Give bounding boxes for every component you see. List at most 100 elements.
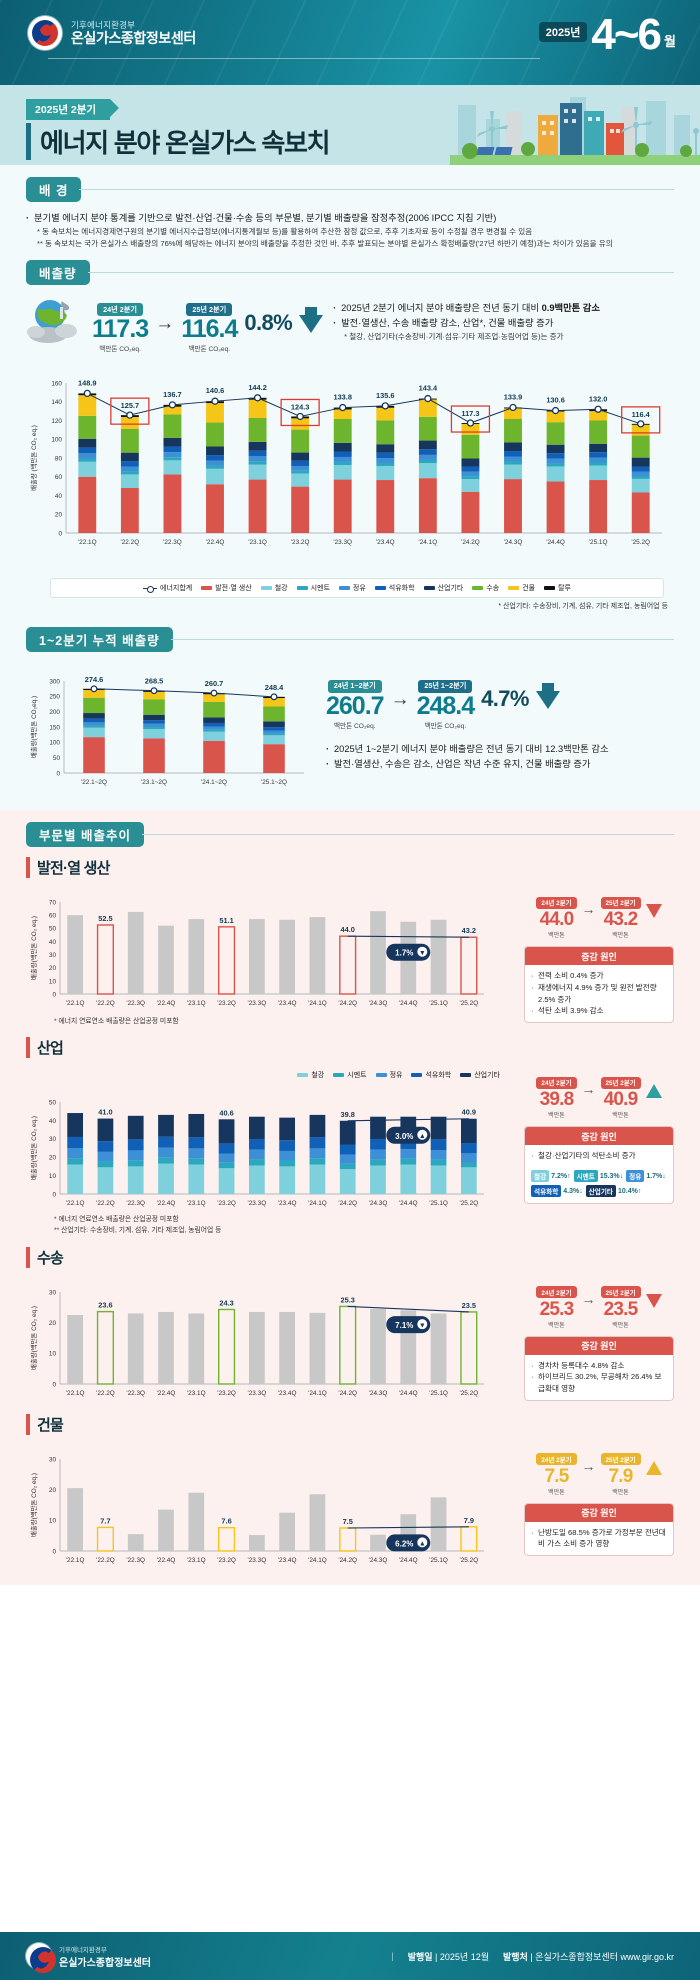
page-header: 기후에너지환경부 온실가스종합정보센터 2025년 4~6 월 [0, 0, 700, 85]
svg-text:23.6: 23.6 [98, 1300, 112, 1309]
svg-text:100: 100 [49, 740, 60, 747]
building-curr-unit: 백만톤 [612, 1489, 629, 1496]
building-curr: 25년 2분기 7.9 백만톤 [600, 1449, 641, 1496]
transport-prev-badge: 24년 2분기 [536, 1286, 577, 1299]
svg-text:23.5: 23.5 [462, 1301, 476, 1310]
svg-text:'23.4Q: '23.4Q [278, 1200, 297, 1207]
svg-text:140.6: 140.6 [206, 386, 225, 395]
svg-text:배출량 (백만톤 CO₂ eq.): 배출량 (백만톤 CO₂ eq.) [29, 425, 38, 491]
svg-text:▲: ▲ [419, 1133, 426, 1140]
svg-text:'23.2Q: '23.2Q [217, 1390, 236, 1397]
period-year: 2025년 [538, 21, 588, 42]
legend-item: 철강 [260, 583, 288, 593]
svg-text:'22.1Q: '22.1Q [78, 539, 97, 546]
power-comparison: 24년 2분기 44.0 백만톤 → 25년 2분기 43.2 백만톤 [524, 892, 674, 939]
svg-text:▲: ▲ [419, 1540, 426, 1547]
svg-text:배출량(백만톤 CO₂ eq.): 배출량(백만톤 CO₂ eq.) [29, 1473, 38, 1537]
svg-text:268.5: 268.5 [145, 677, 164, 686]
svg-text:'22.3Q: '22.3Q [126, 1557, 145, 1564]
svg-text:0: 0 [58, 530, 62, 537]
svg-text:80: 80 [55, 455, 63, 462]
svg-text:'24.2Q: '24.2Q [461, 539, 480, 546]
power-arrow: → [581, 901, 596, 918]
legend-swatch [374, 586, 386, 591]
svg-text:'22.4Q: '22.4Q [157, 1200, 176, 1207]
industry-reason-box: 증감 원인 철강·산업기타의 석탄소비 증가 철강7.2%↑시멘트15.3%↓정… [524, 1126, 674, 1205]
industry-prev-badge: 24년 2분기 [536, 1076, 577, 1089]
svg-text:'23.3Q: '23.3Q [248, 1557, 267, 1564]
legend-item: 탈루 [544, 583, 571, 593]
legend-item: 에너지합계 [143, 583, 192, 593]
legend-item: 석유화학 [374, 583, 415, 593]
legend-item: 시멘트 [296, 583, 330, 593]
emissions-section: 배출량 24년 2분기 117.3 백만톤 CO₂eq. → 25년 2분기 1… [0, 259, 700, 618]
footer-ministry: 기후에너지환경부 [59, 1946, 107, 1954]
sector-block-transport: 0 10 20 30 배출량(백만톤 CO₂ eq.) '22.1Q '22.2Q '22.3… [0, 1270, 700, 1404]
svg-text:40: 40 [55, 493, 63, 500]
building-prev-unit: 백만톤 [548, 1489, 565, 1496]
svg-text:43.2: 43.2 [462, 926, 476, 935]
report-period: 2025년 4~6 월 [538, 13, 676, 56]
chip-value: 1.7%↓ [646, 1172, 666, 1180]
chip-label: 석유화학 [531, 1185, 562, 1198]
emissions-curr-badge: 25년 2분기 [186, 303, 233, 317]
reason-item: 하이브리드 30.2%, 무공해차 26.4% 보급확대 영향 [531, 1371, 667, 1395]
svg-text:124.3: 124.3 [291, 403, 310, 412]
svg-text:136.7: 136.7 [163, 390, 182, 399]
svg-text:40.6: 40.6 [219, 1109, 233, 1118]
footer-pubdate-label: 발행일 [407, 1951, 433, 1962]
svg-text:'23.1~2Q: '23.1~2Q [141, 779, 167, 786]
svg-text:7.9: 7.9 [464, 1515, 474, 1524]
emissions-kpi: 24년 2분기 117.3 백만톤 CO₂eq. → 25년 2분기 116.4… [92, 295, 324, 354]
cumulative-section: 1~2분기 누적 배출량 0 50 100 150 200 250 300 배출량(백만톤 C… [0, 617, 700, 811]
svg-text:'25.1Q: '25.1Q [429, 1390, 448, 1397]
svg-text:'24.2Q: '24.2Q [338, 1000, 357, 1007]
cumulative-prev-unit: 백만톤 CO₂eq. [333, 722, 376, 730]
legend-swatch [333, 1073, 345, 1078]
svg-text:133.9: 133.9 [504, 393, 523, 402]
emissions-curr: 25년 2분기 116.4 백만톤 CO₂eq. [181, 299, 238, 353]
chip-value: 10.4%↑ [618, 1187, 642, 1195]
transport-prev-value: 25.3 [539, 1298, 575, 1320]
cumulative-curr-badge: 25년 1~2분기 [418, 679, 473, 693]
emissions-arrow: → [155, 312, 175, 334]
footer-publisher-label: 발행처 [502, 1951, 528, 1962]
cumulative-pct: 4.7% [481, 686, 529, 712]
building-reason-list: 난방도일 68.5% 증가로 가정부문 전년대비 가스 소비 증가 영향 [525, 1522, 673, 1556]
industry-chart-legend: 철강 시멘트 정유 석유화학 산업기타 [50, 1066, 506, 1084]
svg-text:'23.4Q: '23.4Q [278, 1390, 297, 1397]
legend-item: 건물 [508, 583, 535, 593]
svg-text:'23.4Q: '23.4Q [376, 539, 395, 546]
svg-text:40: 40 [49, 1118, 57, 1125]
svg-text:'23.2Q: '23.2Q [291, 539, 310, 546]
svg-text:'23.1Q: '23.1Q [187, 1200, 206, 1207]
emissions-prev-unit: 백만톤 CO₂eq. [99, 346, 141, 354]
power-curr-unit: 백만톤 [612, 933, 629, 940]
svg-text:배출량(백만톤 CO₂ eq.): 배출량(백만톤 CO₂ eq.) [29, 1306, 38, 1370]
svg-text:'24.2Q: '24.2Q [338, 1390, 357, 1397]
power-reason-list: 전력 소비 0.4% 증가재생에너지 4.9% 증가 및 원전 발전량 2.5%… [525, 965, 673, 1022]
svg-text:133.8: 133.8 [333, 393, 352, 402]
svg-text:'22.2Q: '22.2Q [96, 1390, 115, 1397]
legend-swatch [143, 585, 157, 593]
transport-comparison: 24년 2분기 25.3 백만톤 → 25년 2분기 23.5 백만톤 [524, 1282, 674, 1329]
reason-item: 석탄 소비 3.9% 감소 [531, 1005, 667, 1017]
svg-text:30: 30 [49, 952, 57, 959]
svg-text:117.3: 117.3 [461, 409, 479, 418]
svg-text:50: 50 [53, 755, 61, 762]
svg-text:60: 60 [55, 474, 63, 481]
legend-item: 발전·열 생산 [201, 583, 252, 593]
legend-label: 산업기타 [474, 1072, 500, 1080]
cumulative-tag: 1~2분기 누적 배출량 [26, 627, 173, 653]
svg-text:300: 300 [49, 678, 60, 685]
main-chart-svg: 0 20 40 60 80 100 120 140 160 배출량 (백만톤 CO₂ eq.) '2… [29, 378, 662, 546]
power-prev-badge: 24년 2분기 [536, 896, 577, 909]
svg-text:0: 0 [52, 1381, 56, 1388]
legend-label: 탈루 [558, 585, 571, 593]
reason-item: 전력 소비 0.4% 증가 [531, 970, 667, 982]
sector-title-transport: 수송 [26, 1246, 700, 1268]
svg-text:39.8: 39.8 [341, 1110, 355, 1119]
sector-title-power: 발전·열 생산 [26, 857, 700, 879]
industry-increase-arrow-icon [645, 1084, 662, 1099]
background-bullet: 분기별 에너지 분야 통계를 기반으로 발전·산업·건물·수송 등의 부문별, … [26, 211, 674, 226]
